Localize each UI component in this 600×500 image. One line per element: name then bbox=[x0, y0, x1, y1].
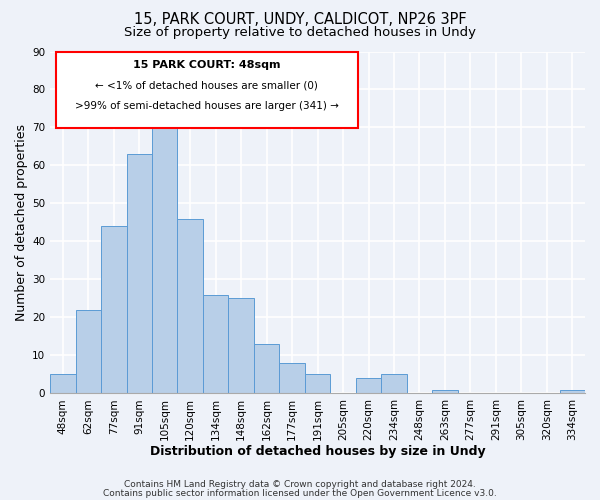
Text: >99% of semi-detached houses are larger (341) →: >99% of semi-detached houses are larger … bbox=[74, 101, 338, 111]
Bar bbox=[50, 374, 76, 394]
Text: Contains HM Land Registry data © Crown copyright and database right 2024.: Contains HM Land Registry data © Crown c… bbox=[124, 480, 476, 489]
Bar bbox=[280, 363, 305, 394]
Bar bbox=[381, 374, 407, 394]
Bar bbox=[432, 390, 458, 394]
Bar bbox=[254, 344, 280, 394]
Text: Contains public sector information licensed under the Open Government Licence v3: Contains public sector information licen… bbox=[103, 488, 497, 498]
Text: 15, PARK COURT, UNDY, CALDICOT, NP26 3PF: 15, PARK COURT, UNDY, CALDICOT, NP26 3PF bbox=[134, 12, 466, 28]
Bar bbox=[560, 390, 585, 394]
Bar bbox=[356, 378, 381, 394]
Text: Size of property relative to detached houses in Undy: Size of property relative to detached ho… bbox=[124, 26, 476, 39]
X-axis label: Distribution of detached houses by size in Undy: Distribution of detached houses by size … bbox=[150, 444, 485, 458]
Bar bbox=[127, 154, 152, 394]
Bar bbox=[152, 116, 178, 394]
Bar bbox=[305, 374, 331, 394]
Y-axis label: Number of detached properties: Number of detached properties bbox=[15, 124, 28, 321]
Bar bbox=[76, 310, 101, 394]
Bar bbox=[178, 218, 203, 394]
Bar bbox=[203, 294, 229, 394]
Bar bbox=[101, 226, 127, 394]
Text: 15 PARK COURT: 48sqm: 15 PARK COURT: 48sqm bbox=[133, 60, 280, 70]
FancyBboxPatch shape bbox=[56, 52, 358, 128]
Text: ← <1% of detached houses are smaller (0): ← <1% of detached houses are smaller (0) bbox=[95, 80, 318, 90]
Bar bbox=[229, 298, 254, 394]
